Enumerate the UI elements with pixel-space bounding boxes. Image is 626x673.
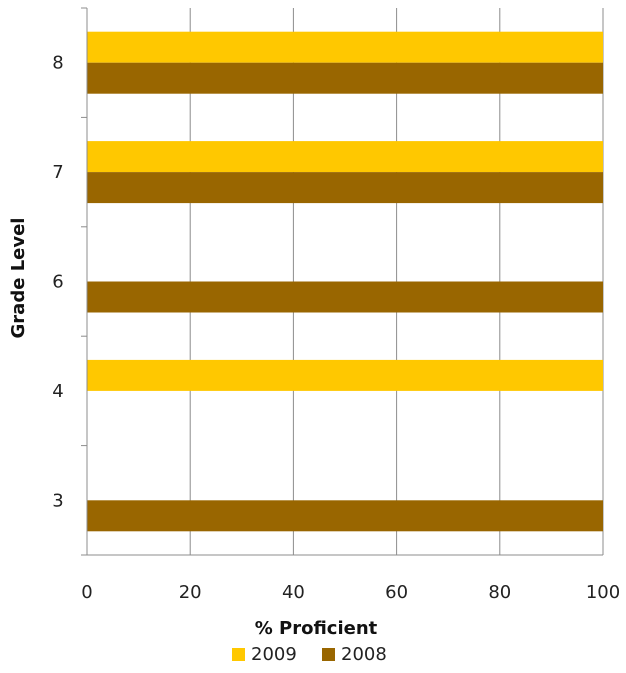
y-tick-label: 6: [52, 272, 63, 293]
x-axis-title: % Proficient: [255, 618, 378, 639]
bar-2009-grade-8: [87, 31, 603, 63]
x-tick-label: 20: [179, 582, 202, 603]
x-tick-labels: 0 20 40 60 80 100: [81, 582, 620, 603]
legend-swatch-2008: [322, 648, 335, 661]
bar-2008-grade-8: [87, 62, 603, 94]
bar-2009-grade-4: [87, 359, 603, 391]
bar-2009-grade-7: [87, 141, 603, 173]
bar-2008-grade-6: [87, 281, 603, 313]
x-tick-label: 100: [586, 582, 620, 603]
y-axis-title: Grade Level: [8, 218, 29, 339]
axes: [81, 7, 603, 556]
bar-2008-grade-7: [87, 172, 603, 204]
x-tick-label: 0: [81, 582, 92, 603]
bars: [87, 31, 603, 532]
y-tick-label: 3: [52, 490, 63, 511]
x-tick-label: 60: [385, 582, 408, 603]
y-tick-label: 4: [52, 381, 63, 402]
bar-2008-grade-3: [87, 500, 603, 532]
legend-swatch-2009: [232, 648, 245, 661]
y-tick-label: 7: [52, 162, 63, 183]
x-tick-label: 40: [282, 582, 305, 603]
y-tick-label: 8: [52, 53, 63, 74]
y-tick-labels: 3 4 6 7 8: [52, 53, 63, 512]
x-tick-label: 80: [488, 582, 511, 603]
legend: 2009 2008: [232, 644, 387, 665]
legend-label-2008: 2008: [341, 644, 387, 665]
legend-label-2009: 2009: [251, 644, 297, 665]
